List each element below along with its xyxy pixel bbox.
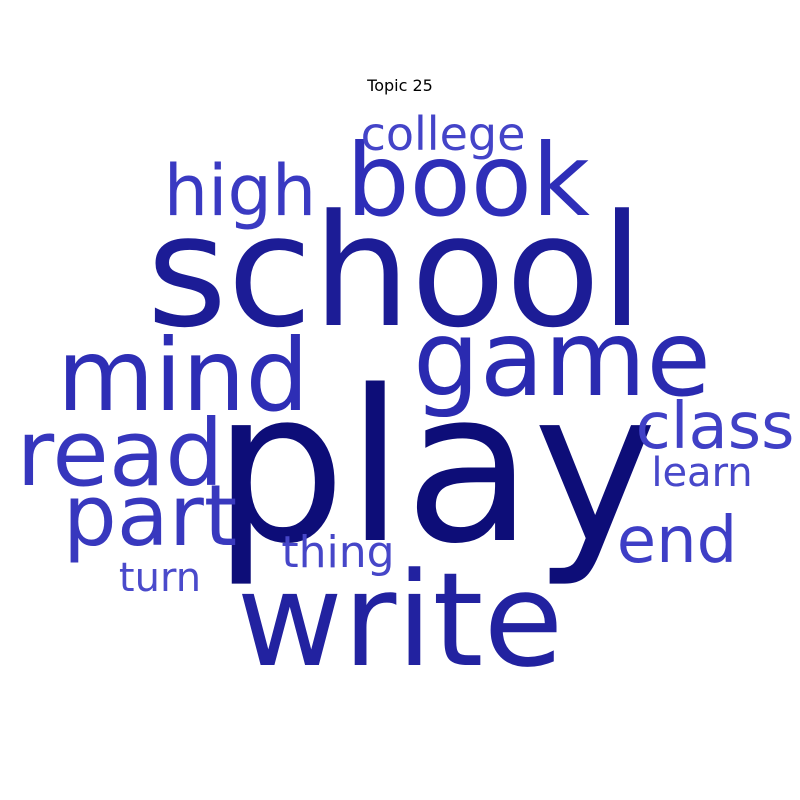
word-part: part (63, 467, 237, 566)
word-group: playschoolwritegamebookmindreadparthighc… (16, 107, 794, 696)
word-college: college (361, 107, 526, 161)
word-book: book (346, 122, 590, 239)
word-learn: learn (651, 450, 752, 496)
word-turn: turn (119, 555, 201, 601)
word-high: high (164, 150, 317, 232)
word-end: end (617, 504, 738, 578)
word-school: school (147, 181, 644, 362)
word-read: read (16, 400, 223, 507)
word-mind: mind (57, 317, 309, 434)
word-play: play (213, 345, 658, 590)
word-thing: thing (281, 527, 394, 578)
word-class: class (636, 390, 795, 464)
chart-title: Topic 25 (366, 76, 433, 95)
word-write: write (237, 544, 564, 696)
word-game: game (413, 298, 711, 420)
